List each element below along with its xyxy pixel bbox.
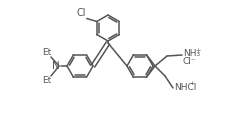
Text: Et: Et — [42, 48, 51, 57]
Text: Et: Et — [42, 76, 51, 85]
Text: NH₃: NH₃ — [182, 50, 199, 59]
Text: ⁺: ⁺ — [194, 48, 200, 58]
Text: Cl⁻: Cl⁻ — [182, 57, 196, 66]
Text: NHCl: NHCl — [173, 83, 195, 93]
Text: ⁺: ⁺ — [188, 81, 194, 91]
Text: Cl: Cl — [76, 8, 85, 18]
Text: N: N — [52, 61, 60, 71]
